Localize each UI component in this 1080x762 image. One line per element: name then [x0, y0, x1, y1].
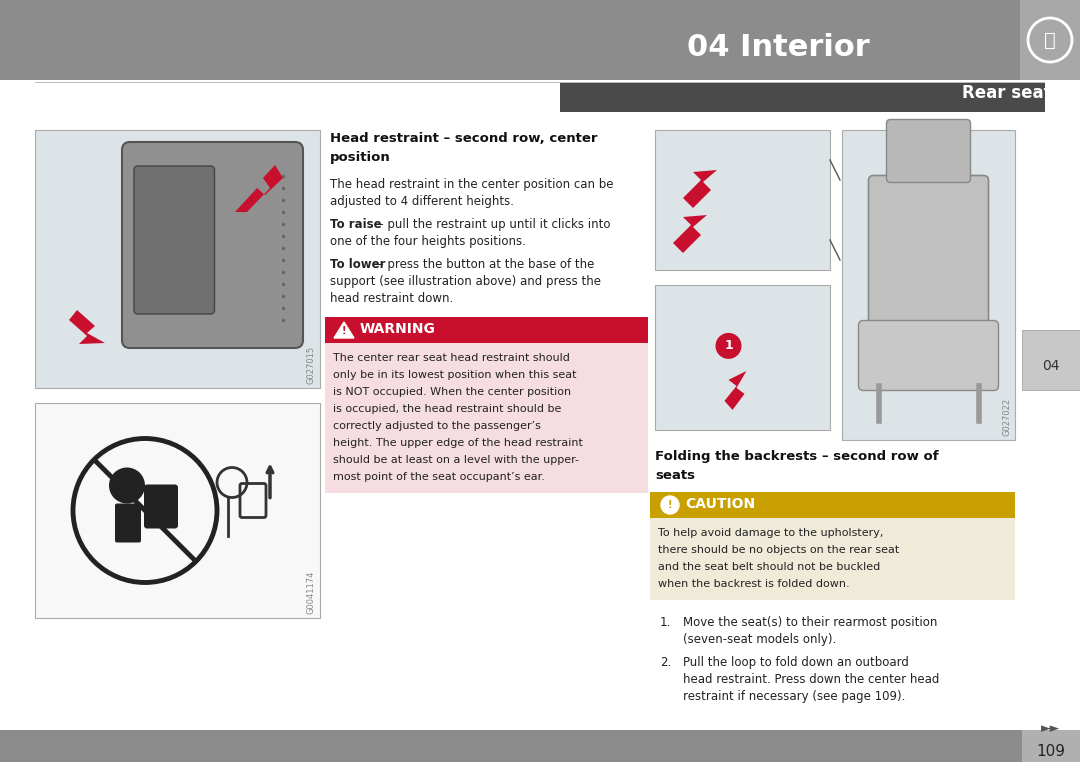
Circle shape	[109, 468, 145, 504]
Polygon shape	[673, 215, 707, 253]
Text: there should be no objects on the rear seat: there should be no objects on the rear s…	[658, 545, 900, 555]
Text: 04 Interior: 04 Interior	[687, 34, 870, 62]
Text: The head restraint in the center position can be: The head restraint in the center positio…	[330, 178, 613, 191]
Bar	[1020, 0, 1080, 80]
Text: is occupied, the head restraint should be: is occupied, the head restraint should b…	[333, 404, 562, 414]
Bar	[842, 130, 1015, 440]
Text: (seven-seat models only).: (seven-seat models only).	[683, 633, 836, 646]
Text: when the backrest is folded down.: when the backrest is folded down.	[658, 579, 850, 589]
Polygon shape	[725, 371, 746, 410]
Polygon shape	[235, 165, 283, 212]
Bar	[654, 285, 831, 430]
Bar	[325, 317, 648, 343]
Text: adjusted to 4 different heights.: adjusted to 4 different heights.	[330, 195, 514, 208]
Text: support (see illustration above) and press the: support (see illustration above) and pre…	[330, 275, 600, 288]
Text: !: !	[667, 500, 672, 510]
Bar	[35, 403, 320, 618]
Text: restraint if necessary (see page 109).: restraint if necessary (see page 109).	[683, 690, 905, 703]
Text: and the seat belt should not be buckled: and the seat belt should not be buckled	[658, 562, 880, 572]
FancyBboxPatch shape	[114, 504, 141, 543]
FancyBboxPatch shape	[122, 142, 303, 348]
Circle shape	[715, 333, 742, 359]
Text: is NOT occupied. When the center position: is NOT occupied. When the center positio…	[333, 387, 571, 397]
Bar	[1022, 330, 1080, 390]
Text: 🪑: 🪑	[1044, 30, 1056, 50]
Text: Rear seats: Rear seats	[962, 84, 1062, 102]
Text: height. The upper edge of the head restraint: height. The upper edge of the head restr…	[333, 438, 583, 448]
Bar	[0, 0, 1080, 80]
Polygon shape	[334, 322, 354, 338]
Bar	[0, 730, 1022, 762]
Text: Folding the backrests – second row of: Folding the backrests – second row of	[654, 450, 939, 463]
Text: 1: 1	[724, 339, 733, 352]
Bar	[561, 83, 1045, 112]
Text: – press the button at the base of the: – press the button at the base of the	[374, 258, 594, 271]
Text: position: position	[330, 151, 391, 164]
Text: – pull the restraint up until it clicks into: – pull the restraint up until it clicks …	[374, 218, 610, 231]
Text: To lower: To lower	[330, 258, 386, 271]
Text: seats: seats	[654, 469, 696, 482]
Polygon shape	[683, 170, 717, 208]
Text: correctly adjusted to the passenger’s: correctly adjusted to the passenger’s	[333, 421, 541, 431]
Text: G0041174: G0041174	[307, 571, 316, 614]
FancyBboxPatch shape	[859, 321, 999, 390]
Bar	[650, 518, 1015, 600]
Text: 2.: 2.	[660, 656, 672, 669]
Bar	[325, 343, 648, 493]
Text: Head restraint – second row, center: Head restraint – second row, center	[330, 132, 597, 145]
Text: G027015: G027015	[307, 346, 316, 384]
Text: Pull the loop to fold down an outboard: Pull the loop to fold down an outboard	[683, 656, 909, 669]
Bar	[650, 492, 1015, 518]
FancyBboxPatch shape	[134, 166, 215, 314]
FancyBboxPatch shape	[144, 485, 178, 529]
Text: To help avoid damage to the upholstery,: To help avoid damage to the upholstery,	[658, 528, 883, 538]
Text: CAUTION: CAUTION	[685, 497, 755, 511]
Text: To raise: To raise	[330, 218, 381, 231]
Text: only be in its lowest position when this seat: only be in its lowest position when this…	[333, 370, 577, 380]
Text: head restraint down.: head restraint down.	[330, 292, 454, 305]
Bar	[1022, 730, 1080, 762]
Text: WARNING: WARNING	[360, 322, 436, 336]
Circle shape	[1032, 22, 1068, 58]
Text: 109: 109	[1037, 744, 1066, 760]
Text: G027022: G027022	[1002, 398, 1011, 436]
Bar	[35, 82, 1045, 83]
FancyBboxPatch shape	[868, 175, 988, 325]
Bar	[35, 130, 320, 388]
Text: should be at least on a level with the upper-: should be at least on a level with the u…	[333, 455, 579, 465]
Text: 04: 04	[1042, 359, 1059, 373]
Text: head restraint. Press down the center head: head restraint. Press down the center he…	[683, 673, 940, 686]
Text: !: !	[341, 326, 347, 336]
Circle shape	[661, 496, 679, 514]
Text: one of the four heights positions.: one of the four heights positions.	[330, 235, 526, 248]
Bar	[654, 130, 831, 270]
Text: most point of the seat occupant’s ear.: most point of the seat occupant’s ear.	[333, 472, 545, 482]
Polygon shape	[69, 310, 105, 344]
Bar	[0, 80, 1080, 115]
Text: The center rear seat head restraint should: The center rear seat head restraint shou…	[333, 353, 570, 363]
Text: Move the seat(s) to their rearmost position: Move the seat(s) to their rearmost posit…	[683, 616, 937, 629]
FancyBboxPatch shape	[887, 120, 971, 183]
Text: ►►: ►►	[1041, 722, 1061, 735]
Text: 1.: 1.	[660, 616, 672, 629]
